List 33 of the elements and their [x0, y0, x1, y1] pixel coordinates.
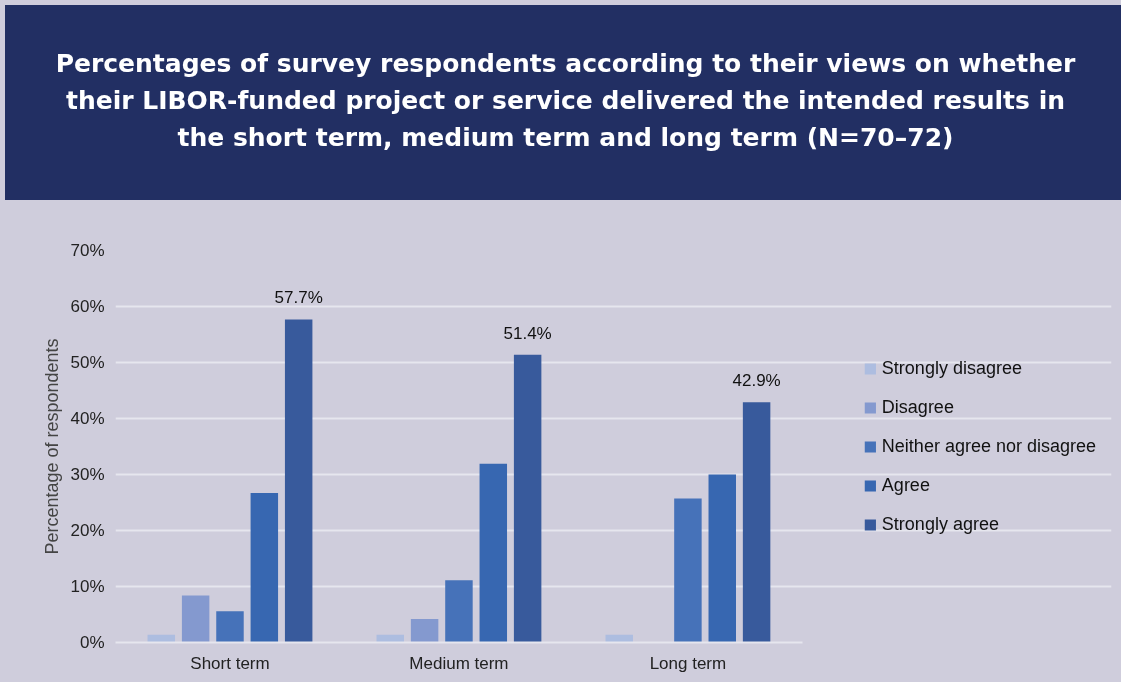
bar: [479, 463, 508, 643]
y-axis-title: Percentage of respondents: [42, 338, 63, 555]
y-tick-label: 30%: [70, 465, 105, 484]
x-tick-label: Medium term: [409, 653, 509, 673]
legend-label: Agree: [881, 474, 930, 496]
legend-label: Strongly disagree: [881, 357, 1022, 379]
legend-label: Strongly agree: [881, 513, 999, 535]
bar: [410, 618, 439, 643]
y-tick-label: 40%: [70, 409, 105, 428]
bar: [445, 580, 473, 643]
legend-label: Neither agree nor disagree: [881, 435, 1096, 457]
y-tick-label: 50%: [70, 353, 105, 372]
bar: [674, 498, 702, 643]
y-tick-label: 0%: [79, 633, 105, 652]
bar: [250, 492, 279, 643]
bar: [605, 634, 633, 643]
y-tick-label: 10%: [70, 577, 105, 596]
y-tick-label: 20%: [70, 521, 105, 540]
chart-title: Percentages of survey respondents according to their views on whether their LIBOR-funded project or service delivered the intended results in the short term, medium term and long term (N=70–72): [54, 48, 1077, 154]
data-label: 51.4%: [503, 323, 552, 343]
legend-label: Disagree: [881, 396, 954, 418]
x-tick-label: Short term: [190, 653, 270, 673]
y-tick-label: 60%: [70, 297, 105, 316]
bar: [742, 402, 771, 643]
bar: [216, 611, 244, 643]
bar: [181, 595, 210, 643]
data-label: 57.7%: [274, 288, 323, 308]
bar: [284, 319, 313, 643]
x-tick-label: Long term: [649, 653, 727, 673]
y-tick-label: 70%: [70, 241, 105, 260]
bar: [513, 354, 542, 643]
data-label: 42.9%: [732, 371, 781, 391]
bar: [708, 474, 736, 643]
